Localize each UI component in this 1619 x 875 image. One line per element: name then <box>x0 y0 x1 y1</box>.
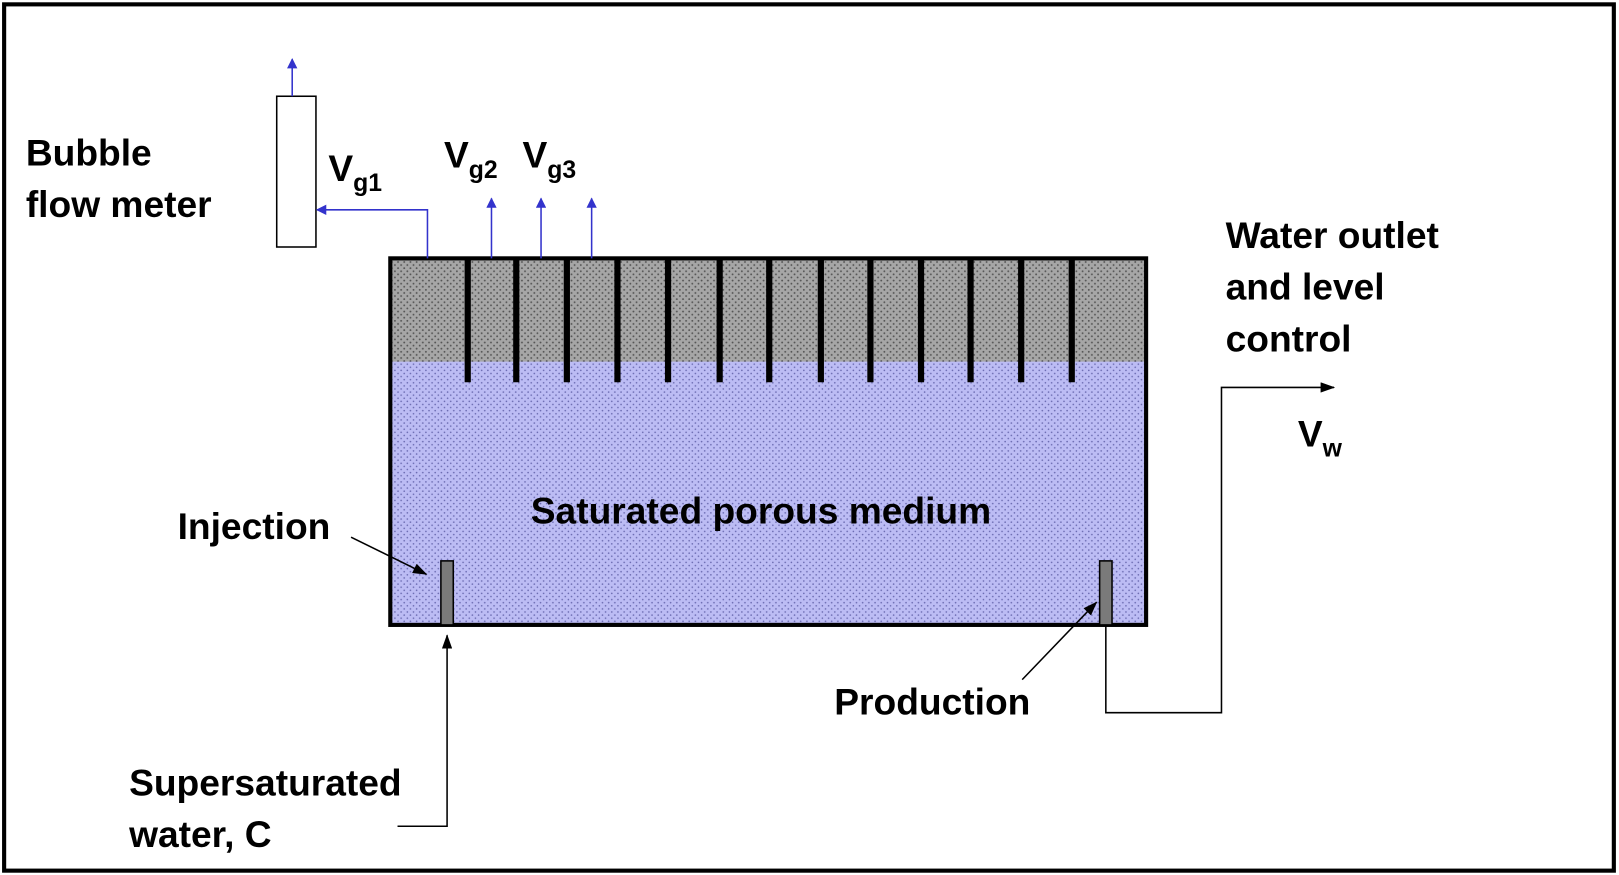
label: and level <box>1226 266 1385 308</box>
flow-symbol: Vg1 <box>328 147 382 197</box>
separator <box>716 258 723 383</box>
injection-pointer <box>350 536 428 576</box>
production-pointer <box>1021 601 1098 681</box>
label: control <box>1226 317 1352 359</box>
separator <box>614 258 621 383</box>
subscript: g1 <box>353 170 382 197</box>
separators <box>464 258 1075 383</box>
separator <box>513 258 520 383</box>
flow-symbol: Vg3 <box>522 133 576 183</box>
label: water, C <box>128 813 271 855</box>
production-port <box>1098 560 1113 626</box>
separator <box>766 258 773 383</box>
subscript: g2 <box>469 157 498 184</box>
separator <box>867 258 874 383</box>
subscript: w <box>1322 436 1343 463</box>
label: Bubble <box>26 131 152 173</box>
flow-symbol: Vw <box>1298 412 1343 462</box>
label: Supersaturated <box>129 761 402 803</box>
water-outlet-line <box>1105 382 1336 714</box>
separator <box>464 258 471 383</box>
flow-symbol: Vg2 <box>444 133 498 183</box>
label: Water outlet <box>1226 214 1439 256</box>
tank-outline <box>388 256 1149 627</box>
symbol: V <box>444 133 469 175</box>
symbol: V <box>1298 412 1323 454</box>
symbol: V <box>328 147 353 189</box>
separator <box>817 258 824 383</box>
label: Production <box>834 681 1030 723</box>
label: Saturated porous medium <box>531 490 991 532</box>
injection-line <box>397 634 453 828</box>
bubble-flow-meter <box>275 95 317 248</box>
separator <box>563 258 570 383</box>
label: Injection <box>178 505 331 547</box>
label: flow meter <box>26 183 212 225</box>
separator <box>1018 258 1025 383</box>
separator <box>1068 258 1075 383</box>
separator <box>917 258 925 383</box>
separator <box>664 258 672 383</box>
subscript: g3 <box>547 157 576 184</box>
symbol: V <box>522 133 547 175</box>
injection-port <box>440 560 455 626</box>
separator <box>967 258 974 383</box>
gas-line-1 <box>315 204 429 259</box>
